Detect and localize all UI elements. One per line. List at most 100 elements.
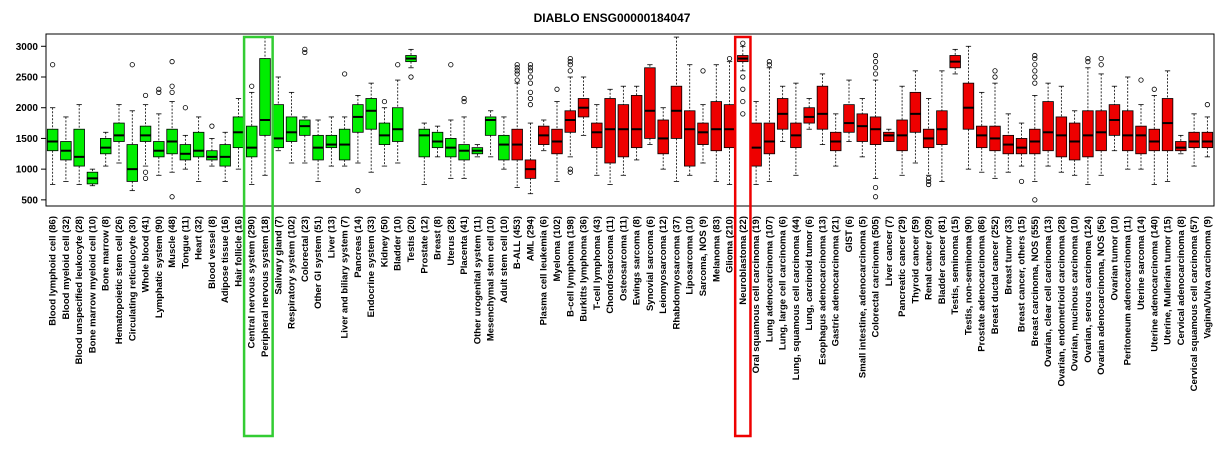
x-tick-label: Small intestine, adenocarcinoma (5) [857, 216, 868, 378]
outlier-point [355, 188, 361, 194]
box-group [378, 98, 391, 167]
outlier-point [527, 74, 534, 80]
x-tick-label: Lung, squamous cell carcinoma (44) [791, 216, 802, 380]
x-tick-label: Plasma cell leukemia (6) [539, 216, 550, 325]
box-group [670, 36, 683, 182]
box-group [418, 122, 430, 185]
chart-title: DIABLO ENSG00000184047 [534, 11, 691, 25]
box-group [259, 36, 271, 176]
box-iqr [1148, 128, 1160, 152]
x-tick-label: Ovarian, mucinous carcinoma (10) [1070, 216, 1081, 371]
box-group [976, 91, 988, 173]
box-group [763, 59, 776, 182]
box-group [564, 55, 576, 175]
outlier-point [527, 62, 534, 68]
x-tick-label: Cervical adenocarcinoma (8) [1176, 216, 1187, 345]
box-group [856, 98, 868, 158]
x-tick-label: Hair follicle (16) [233, 216, 244, 287]
outlier-point [156, 89, 162, 95]
box-group [1108, 85, 1121, 152]
box-iqr [644, 67, 656, 139]
box-iqr [630, 95, 643, 149]
x-tick-label: Melanoma (83) [711, 216, 722, 282]
x-tick-label: Uterine, Mullerian tumor (15) [1163, 216, 1174, 345]
x-tick-label: Liver and biliary system (7) [340, 216, 351, 339]
box-group [139, 92, 152, 181]
box-iqr [1175, 141, 1187, 152]
box-iqr [1188, 131, 1200, 149]
outlier-point [209, 123, 215, 129]
outlier-point [740, 74, 746, 80]
y-tick-label: 1000 [16, 165, 39, 176]
box-group [192, 116, 205, 182]
outlier-point [50, 62, 56, 68]
outlier-point [872, 52, 879, 59]
box-group [962, 45, 975, 170]
outlier-point [1032, 55, 1038, 62]
outlier-point [156, 86, 162, 92]
box-group [657, 107, 669, 170]
x-tick-label: Blood lymphoid cell (86) [48, 216, 59, 326]
box-group [737, 40, 749, 117]
box-iqr [723, 104, 736, 149]
x-tick-label: B-ALL (453) [512, 216, 523, 269]
y-tick-label: 3000 [16, 42, 39, 53]
outlier-point [381, 98, 388, 105]
box-group [299, 46, 311, 164]
x-tick-label: Glioma (210) [725, 216, 736, 273]
box-group [126, 62, 138, 192]
box-group [538, 119, 550, 152]
box-group [153, 86, 165, 176]
box-iqr [259, 58, 271, 136]
outlier-point [992, 74, 998, 80]
box-group [365, 82, 377, 173]
outlier-point [1098, 62, 1104, 68]
outlier-point [926, 181, 932, 188]
box-group [1188, 113, 1200, 167]
outlier-point [872, 59, 879, 65]
outlier-point [567, 55, 573, 62]
x-tick-label: Uterine sarcoma (14) [1136, 216, 1147, 310]
box-group [1055, 85, 1068, 173]
x-tick-label: Other GI system (51) [313, 216, 324, 309]
outlier-point [514, 65, 520, 71]
x-tick-label: Lung adenocarcinoma (107) [764, 216, 775, 342]
outlier-point [461, 95, 467, 102]
outlier-point [142, 175, 149, 181]
x-tick-label: Blood vessel (8) [207, 216, 218, 289]
x-tick-label: Colorectal carcinoma (505) [871, 216, 882, 337]
outlier-point [1138, 77, 1144, 83]
x-tick-label: Pancreas (14) [353, 216, 364, 278]
outlier-point [395, 62, 401, 68]
x-tick-label: Chondrosarcoma (11) [605, 216, 616, 314]
x-tick-label: Circulating reticulocyte (30) [127, 216, 138, 341]
box-iqr [670, 85, 683, 139]
box-group [816, 73, 829, 145]
box-group [338, 71, 351, 167]
box-group [591, 104, 603, 176]
box-group [1095, 55, 1107, 176]
x-tick-label: Blood unspecified leukocyte (28) [74, 216, 85, 364]
box-iqr [179, 144, 192, 161]
box-iqr [299, 119, 311, 136]
outlier-point [740, 40, 746, 46]
x-tick-label: Testis, seminoma (15) [950, 216, 961, 315]
outlier-point [567, 59, 573, 65]
outlier-point [700, 68, 706, 74]
x-tick-label: Renal cancer (209) [924, 216, 935, 300]
box-group [1135, 77, 1147, 170]
x-tick-label: Liposarcoma (10) [685, 216, 696, 295]
box-group [922, 98, 935, 188]
outlier-point [740, 86, 746, 92]
x-tick-label: Ovarian tumor (10) [1109, 216, 1120, 300]
box-group [352, 95, 364, 194]
outlier-point [926, 178, 932, 185]
outlier-point [527, 68, 534, 74]
x-tick-label: Testis (20) [406, 216, 417, 262]
x-tick-label: Kidney (50) [379, 216, 390, 267]
box-iqr [458, 144, 470, 161]
outlier-point [169, 59, 175, 65]
box-group [60, 116, 72, 182]
box-iqr [153, 141, 165, 158]
